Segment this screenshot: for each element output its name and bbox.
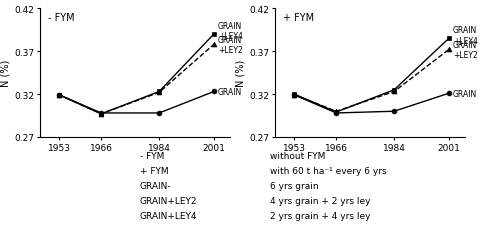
Y-axis label: N (%): N (%) [235,60,245,87]
Text: GRAIN
+LEY2: GRAIN +LEY2 [453,41,478,60]
Text: + FYM: + FYM [282,13,314,23]
Text: 4 yrs grain + 2 yrs ley: 4 yrs grain + 2 yrs ley [270,196,370,205]
Text: GRAIN-: GRAIN- [140,181,172,190]
Text: 2 yrs grain + 4 yrs ley: 2 yrs grain + 4 yrs ley [270,211,370,220]
Text: GRAIN+LEY4: GRAIN+LEY4 [140,211,198,220]
Text: - FYM: - FYM [140,151,164,160]
Text: GRAIN+LEY2: GRAIN+LEY2 [140,196,198,205]
Text: GRAIN: GRAIN [218,88,242,97]
Text: with 60 t ha⁻¹ every 6 yrs: with 60 t ha⁻¹ every 6 yrs [270,166,386,175]
Text: 6 yrs grain: 6 yrs grain [270,181,318,190]
Text: GRAIN
+LEY4: GRAIN +LEY4 [453,26,478,45]
Text: GRAIN
+LEY4: GRAIN +LEY4 [218,22,243,41]
Text: GRAIN
+LEY2: GRAIN +LEY2 [218,35,243,55]
Y-axis label: N (%): N (%) [0,60,10,87]
Text: + FYM: + FYM [140,166,168,175]
Text: GRAIN: GRAIN [453,89,477,98]
Text: - FYM: - FYM [48,13,74,23]
Text: without FYM: without FYM [270,151,326,160]
